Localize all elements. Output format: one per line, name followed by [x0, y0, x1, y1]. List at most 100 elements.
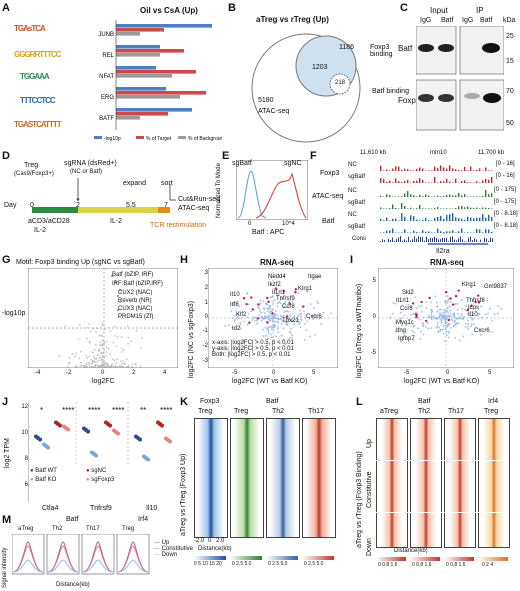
track-bar [383, 196, 385, 197]
scatter-point [263, 308, 265, 311]
gene-label: Il10 [230, 292, 240, 298]
scatter-point [234, 317, 237, 320]
volcano-point [67, 365, 69, 368]
scatter-hit [445, 290, 448, 294]
track-bar [404, 206, 406, 209]
track-bar [398, 181, 400, 183]
scatter-point [406, 323, 408, 326]
track-bar [461, 228, 463, 233]
scatter-point [439, 312, 441, 315]
scatter-hit [266, 321, 269, 324]
track-bar [482, 214, 484, 221]
scatter-hit [248, 321, 251, 324]
gene-label: Il1rl1 [396, 298, 410, 304]
track-bar [449, 181, 451, 183]
protocol-bottom-label: aCD3/aCD28 [28, 218, 70, 225]
locus-end: 11,700 kb [478, 150, 504, 156]
heatmap-l-col: Th17 [448, 408, 464, 415]
scatter-point [450, 326, 452, 329]
heatmap-l-divider [376, 512, 508, 513]
volcano-point [116, 366, 118, 368]
track-bar [428, 170, 430, 171]
legend-entry: — Constitutive [154, 546, 194, 552]
legend-entry: x-axis: |log2FC| > 0.5, p < 0.01 [212, 340, 294, 346]
volcano-hit [119, 289, 121, 291]
scatter-point [397, 330, 400, 333]
volcano-point [110, 365, 113, 367]
scatter-point [267, 310, 269, 313]
cons-bar [412, 239, 413, 242]
scatter-point [280, 322, 283, 325]
scatter-hit [271, 312, 274, 315]
track-name: NC [348, 188, 357, 194]
track-bar [416, 168, 418, 171]
track-bar [386, 181, 388, 183]
scatter-hit [414, 313, 418, 316]
scatter-point [447, 306, 449, 308]
track-bar [431, 208, 433, 209]
scatter-point [437, 317, 439, 320]
colorbar-scale: 0 2.5 5.0 [268, 561, 288, 567]
track-bar [425, 194, 427, 197]
scatter-point [310, 315, 313, 317]
scatter-point [260, 311, 263, 314]
cons-bar [476, 239, 477, 242]
scatter-point [268, 320, 270, 323]
volcano-point [130, 340, 132, 343]
venn-value-overlap: 1203 [312, 64, 328, 71]
legend-text: sgNC [91, 468, 107, 474]
gene-label: Irf8 [230, 302, 239, 308]
scatter-h-xtick: -5 [232, 370, 238, 376]
volcano-point [121, 365, 124, 368]
track-bar [473, 182, 475, 183]
wb-lane-label: Batf [480, 17, 493, 24]
profile-frame [81, 534, 115, 575]
scatter-point [273, 312, 276, 315]
panel-i-title: RNA-seq [430, 258, 464, 267]
heatmap-l-ylabel: aTreg vs rTreg (Foxp3 Binding) [356, 451, 363, 548]
volcano-point [96, 327, 99, 330]
volcano-point [100, 334, 102, 337]
heatmap-k-xlabel: Distance(kb) [198, 546, 232, 552]
track-bar [473, 207, 475, 209]
heatmap-l-xlabel: Distance(kb) [394, 548, 428, 554]
scatter-point [445, 316, 448, 319]
track-bar [428, 182, 430, 183]
track-bar [404, 229, 406, 233]
track-bar [407, 169, 409, 171]
dotplot-ylabel: log2 TPM [4, 438, 11, 468]
volcano-point [101, 324, 104, 327]
scatter-point [291, 336, 294, 339]
track-bar [437, 207, 439, 209]
bar--log10p [116, 108, 192, 112]
scatter-point [291, 320, 293, 323]
track-bar [383, 220, 385, 221]
track-bar [452, 168, 454, 171]
track-bar [404, 180, 406, 183]
scatter-point [446, 295, 449, 297]
histogram-xlabel: Batf : APC [252, 229, 285, 236]
volcano-annotation: PRDM15 (Zf) [118, 314, 154, 320]
scatter-point [267, 308, 270, 311]
scatter-point [271, 316, 274, 318]
scatter-point [425, 301, 428, 304]
volcano-point [102, 366, 104, 368]
gene-label: Ikzf2 [268, 282, 281, 288]
track-bar [440, 165, 442, 171]
scatter-point [399, 311, 402, 314]
scatter-point [300, 318, 303, 321]
track-bar [473, 218, 475, 221]
cons-bar [434, 236, 435, 242]
scatter-point [484, 313, 487, 316]
scatter-point [467, 325, 469, 328]
track-bar [407, 220, 409, 221]
scatter-point [442, 309, 445, 311]
histogram-label-sgnc: sgNC [284, 160, 302, 167]
scatter-hit [411, 302, 415, 305]
scatter-point [407, 303, 410, 306]
cons-bar [468, 237, 469, 242]
volcano-point [103, 328, 106, 331]
track-bar [434, 208, 436, 209]
track-name: sgBatf [348, 200, 366, 206]
gene-label: Tnfrsf9 [276, 296, 295, 302]
